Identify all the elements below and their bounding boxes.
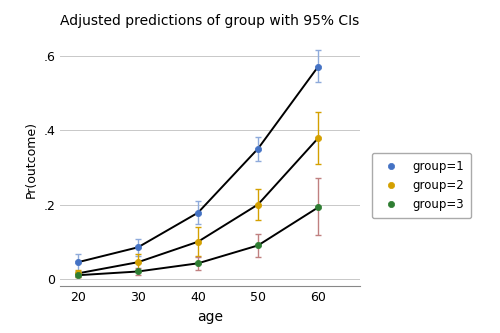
group=2 xyxy=(75,271,81,275)
group=3 xyxy=(255,243,261,247)
group=1 xyxy=(315,65,321,69)
Line: group=1: group=1 xyxy=(75,64,321,265)
group=1 xyxy=(255,147,261,151)
Y-axis label: Pr(outcome): Pr(outcome) xyxy=(24,121,38,198)
group=2 xyxy=(195,240,201,244)
group=1 xyxy=(135,245,141,249)
group=3 xyxy=(315,205,321,209)
group=2 xyxy=(255,202,261,206)
Line: group=3: group=3 xyxy=(75,204,321,278)
group=1 xyxy=(195,211,201,215)
X-axis label: age: age xyxy=(197,310,223,324)
Line: group=2: group=2 xyxy=(75,135,321,276)
Legend: group=1, group=2, group=3: group=1, group=2, group=3 xyxy=(372,153,471,218)
group=3 xyxy=(135,269,141,273)
group=3 xyxy=(195,261,201,265)
group=1 xyxy=(75,260,81,264)
group=3 xyxy=(75,273,81,277)
group=2 xyxy=(135,260,141,264)
group=2 xyxy=(315,136,321,140)
Title: Adjusted predictions of group with 95% CIs: Adjusted predictions of group with 95% C… xyxy=(60,14,360,28)
